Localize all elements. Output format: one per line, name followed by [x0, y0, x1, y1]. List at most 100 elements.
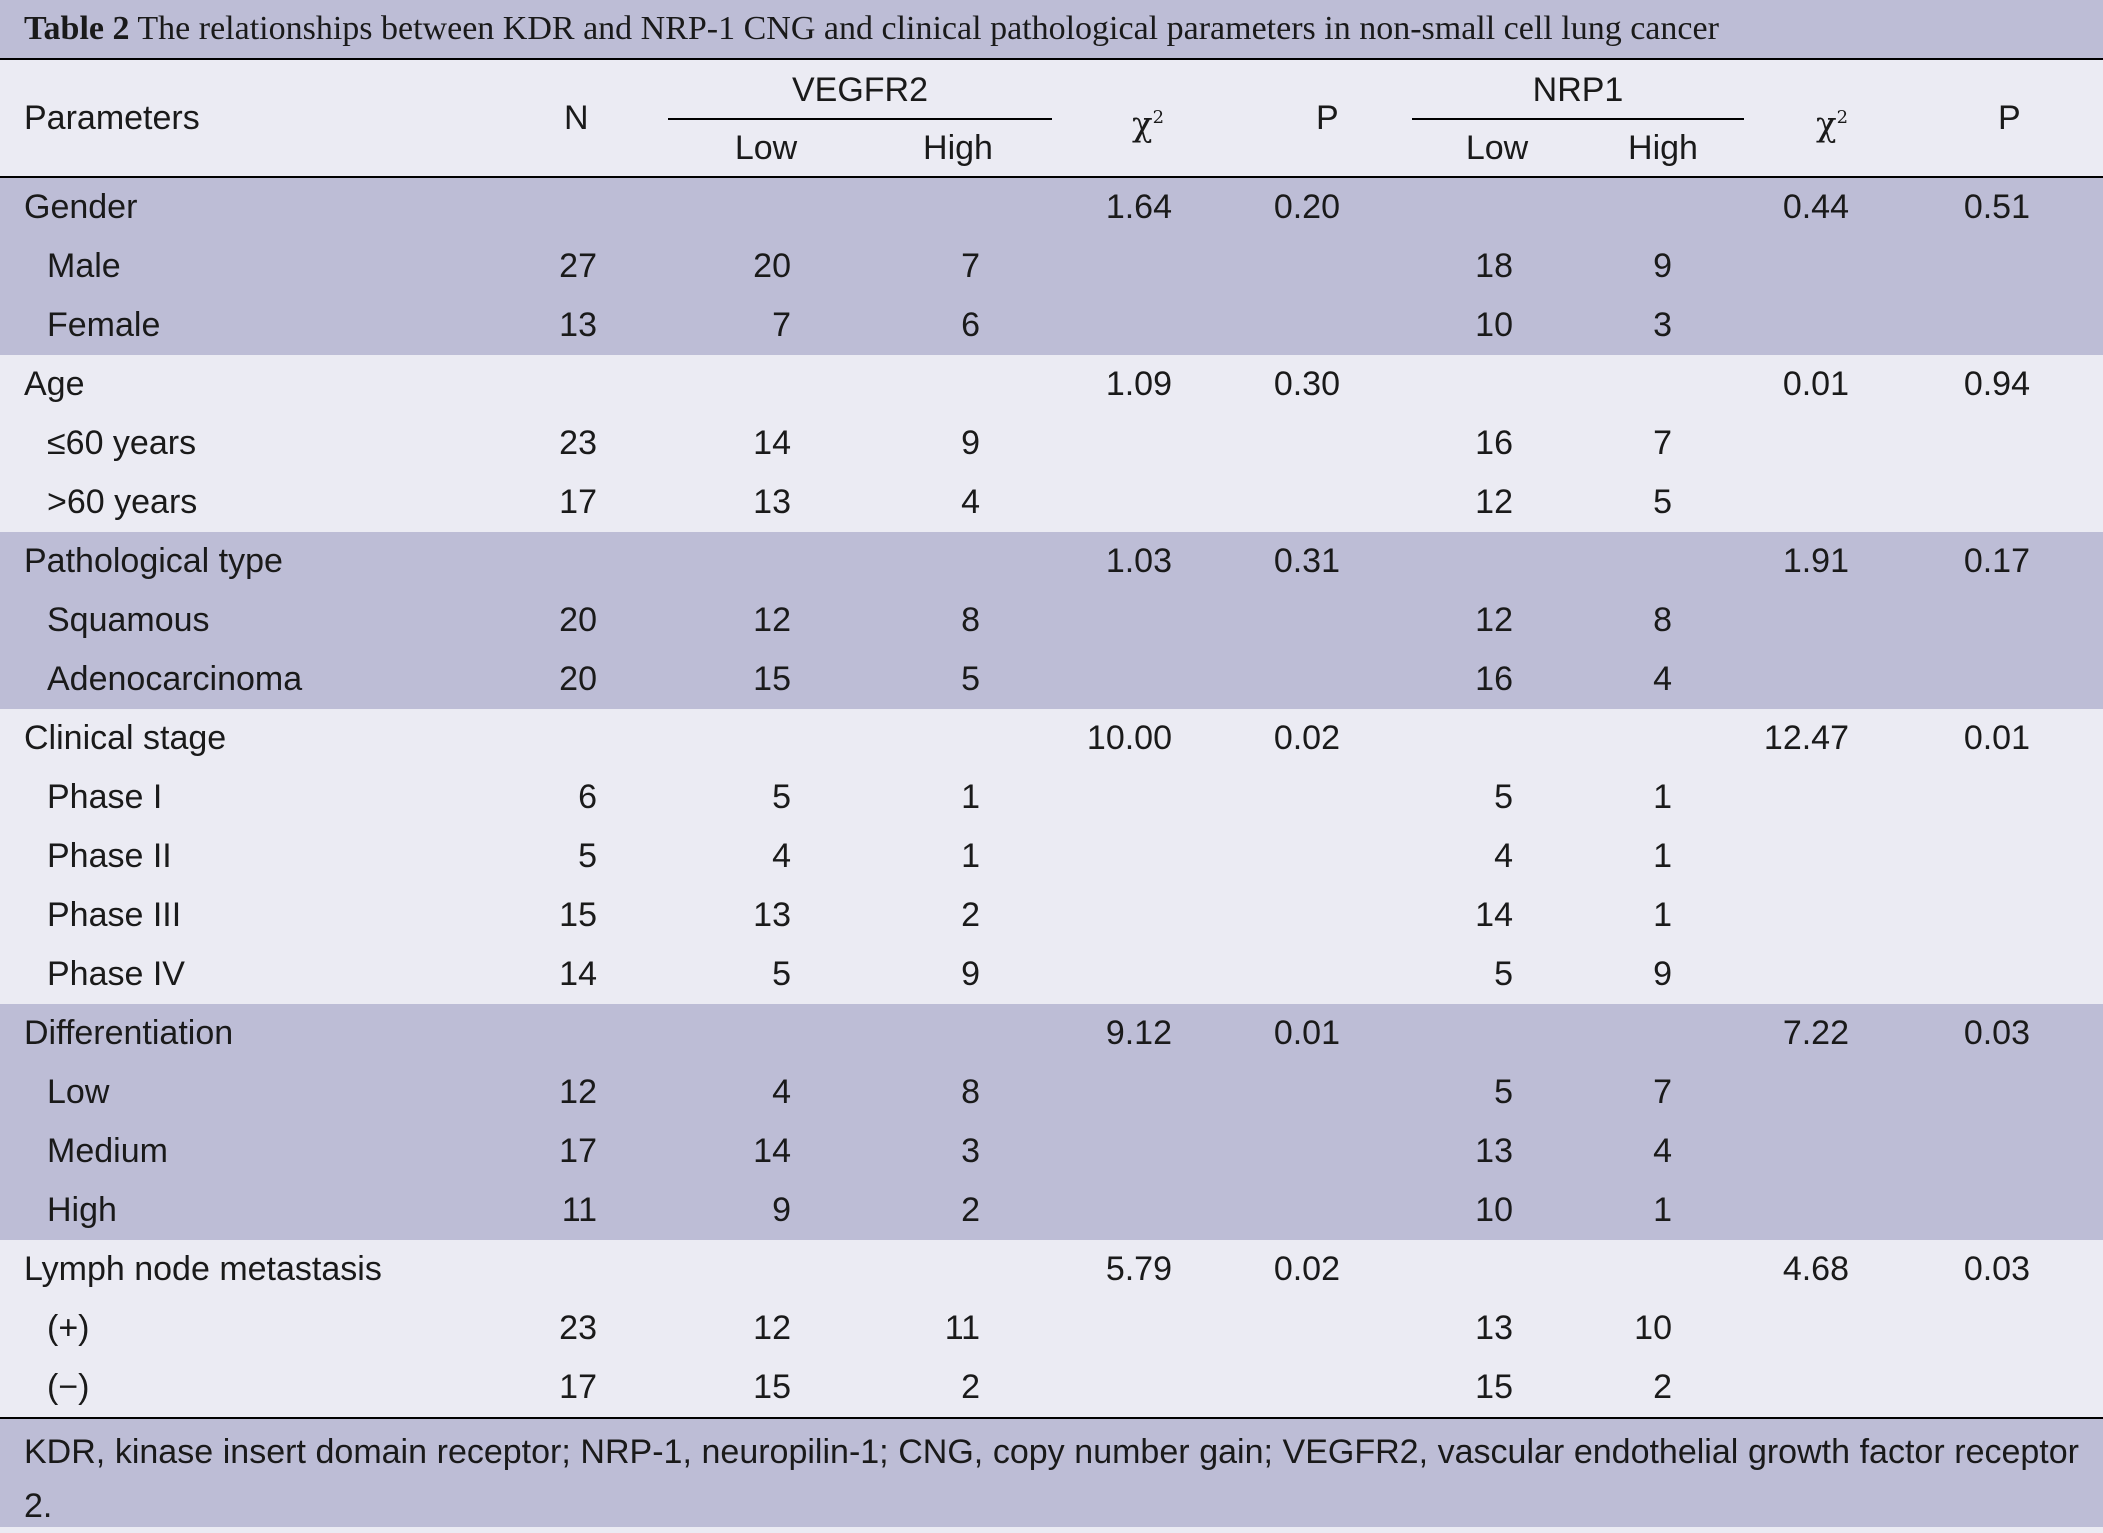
count-n: 27: [559, 247, 597, 285]
table-row: Low 12 4 8 5 7: [0, 1063, 2103, 1122]
header-chi-square-2: χ2: [1816, 104, 1849, 145]
vegfr2-high: 2: [961, 1368, 980, 1406]
table-caption: The relationships between KDR and NRP-1 …: [137, 10, 1719, 47]
nrp1-low: 5: [1494, 955, 1513, 993]
nrp1-low: 16: [1475, 424, 1513, 462]
vegfr2-high: 1: [961, 778, 980, 816]
header-nrp1-low: Low: [1465, 129, 1529, 167]
header-p-2: P: [1998, 99, 2021, 137]
category-label: Pathological type: [24, 542, 283, 580]
count-n: 11: [561, 1191, 597, 1229]
nrp1-low: 5: [1494, 778, 1513, 816]
nrp1-high: 4: [1653, 1132, 1672, 1170]
header-vegfr2: VEGFR2: [791, 71, 929, 109]
header-parameters: Parameters: [24, 99, 200, 137]
count-n: 17: [559, 1132, 597, 1170]
row-label: High: [47, 1191, 117, 1229]
vegfr2-chi-square: 1.03: [1105, 542, 1172, 580]
table-row: Phase I 6 5 1 5 1: [0, 768, 2103, 827]
category-label: Lymph node metastasis: [24, 1250, 382, 1288]
table-row: Medium 17 14 3 13 4: [0, 1122, 2103, 1181]
category-row: Clinical stage 10.00 0.02 12.47 0.01: [0, 709, 2103, 768]
nrp1-low: 13: [1475, 1132, 1513, 1170]
table-footnote: KDR, kinase insert domain receptor; NRP-…: [0, 1417, 2103, 1527]
vegfr2-low: 20: [753, 247, 791, 285]
vegfr2-chi-square: 1.09: [1105, 365, 1172, 403]
nrp1-p-value: 0.51: [1963, 188, 2030, 226]
vegfr2-high: 9: [961, 424, 980, 462]
table-row: Phase II 5 4 1 4 1: [0, 827, 2103, 886]
row-label: >60 years: [47, 483, 198, 521]
vegfr2-chi-square: 9.12: [1105, 1014, 1172, 1052]
nrp1-high: 2: [1653, 1368, 1672, 1406]
row-label: Female: [47, 306, 161, 344]
nrp1-chi-square: 0.01: [1782, 365, 1849, 403]
table-row: >60 years 17 13 4 12 5: [0, 473, 2103, 532]
vegfr2-high: 5: [961, 660, 980, 698]
count-n: 13: [559, 306, 597, 344]
vegfr2-low: 5: [772, 778, 791, 816]
count-n: 15: [559, 896, 597, 934]
count-n: 6: [578, 778, 597, 816]
count-n: 23: [559, 1309, 597, 1347]
nrp1-high: 9: [1653, 955, 1672, 993]
row-label: Low: [47, 1073, 110, 1111]
vegfr2-low: 4: [772, 837, 791, 875]
count-n: 23: [559, 424, 597, 462]
row-label: Phase II: [47, 837, 172, 875]
category-row: Age 1.09 0.30 0.01 0.94: [0, 355, 2103, 414]
count-n: 5: [578, 837, 597, 875]
count-n: 20: [559, 601, 597, 639]
vegfr2-low: 12: [753, 1309, 791, 1347]
table-row: Squamous 20 12 8 12 8: [0, 591, 2103, 650]
table-row: Phase III 15 13 2 14 1: [0, 886, 2103, 945]
vegfr2-low: 7: [772, 306, 791, 344]
table-label: Table 2: [24, 10, 130, 47]
nrp1-high: 3: [1653, 306, 1672, 344]
nrp1-p-value: 0.17: [1963, 542, 2030, 580]
vegfr2-p-value: 0.31: [1273, 542, 1340, 580]
header-nrp1: NRP1: [1532, 71, 1624, 109]
vegfr2-low: 9: [772, 1191, 791, 1229]
row-label: (−): [47, 1368, 90, 1406]
vegfr2-low: 5: [772, 955, 791, 993]
table-row: Adenocarcinoma 20 15 5 16 4: [0, 650, 2103, 709]
nrp1-high: 10: [1634, 1309, 1672, 1347]
vegfr2-high: 1: [961, 837, 980, 875]
table-title: Table 2 The relationships between KDR an…: [0, 0, 2103, 58]
category-label: Clinical stage: [24, 719, 227, 757]
category-row: Gender 1.64 0.20 0.44 0.51: [0, 178, 2103, 237]
row-label: Medium: [47, 1132, 168, 1170]
vegfr2-high: 8: [961, 1073, 980, 1111]
nrp1-low: 12: [1475, 483, 1513, 521]
nrp1-chi-square: 12.47: [1763, 719, 1849, 757]
header-nrp1-high: High: [1628, 129, 1698, 167]
nrp1-high: 1: [1653, 896, 1672, 934]
nrp1-low: 18: [1475, 247, 1513, 285]
nrp1-high: 9: [1653, 247, 1672, 285]
category-label: Gender: [24, 188, 138, 226]
nrp1-low: 13: [1475, 1309, 1513, 1347]
vegfr2-p-value: 0.02: [1273, 1250, 1340, 1288]
nrp1-high: 1: [1653, 1191, 1672, 1229]
nrp1-low: 10: [1475, 306, 1513, 344]
vegfr2-high: 11: [944, 1309, 980, 1347]
header-n: N: [564, 99, 589, 137]
nrp1-p-value: 0.94: [1963, 365, 2030, 403]
nrp1-high: 4: [1653, 660, 1672, 698]
header-chi-square-1: χ2: [1132, 104, 1165, 145]
table-row: Phase IV 14 5 9 5 9: [0, 945, 2103, 1004]
nrp1-low: 12: [1475, 601, 1513, 639]
nrp1-low: 16: [1475, 660, 1513, 698]
row-label: Adenocarcinoma: [47, 660, 303, 698]
header-vegfr2-rule: [668, 118, 1052, 120]
table-row: (−) 17 15 2 15 2: [0, 1358, 2103, 1417]
vegfr2-low: 4: [772, 1073, 791, 1111]
vegfr2-high: 8: [961, 601, 980, 639]
nrp1-low: 15: [1475, 1368, 1513, 1406]
count-n: 14: [559, 955, 597, 993]
table-row: ≤60 years 23 14 9 16 7: [0, 414, 2103, 473]
nrp1-low: 14: [1475, 896, 1513, 934]
row-label: Phase I: [47, 778, 163, 816]
vegfr2-chi-square: 1.64: [1105, 188, 1172, 226]
